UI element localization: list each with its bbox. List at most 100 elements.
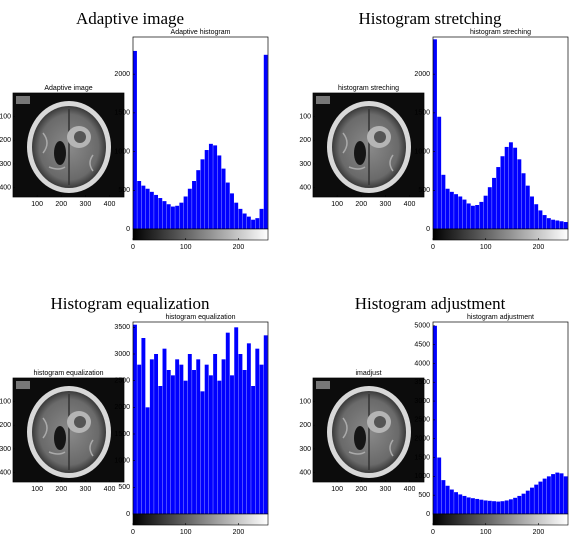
histogram-bar (560, 221, 564, 229)
histogram-bar (150, 359, 154, 514)
y-tick-label: 2500 (414, 417, 430, 424)
histogram-bar (450, 192, 454, 229)
x-tick-label: 300 (80, 201, 92, 208)
y-tick-label: 4000 (414, 360, 430, 367)
image-title: histogram equalization (33, 370, 103, 377)
x-tick-label: 100 (331, 486, 343, 493)
histogram-bar (437, 117, 441, 229)
x-tick-label: 400 (404, 486, 416, 493)
histogram-bar (154, 354, 158, 514)
x-tick-label: 200 (355, 201, 367, 208)
y-tick-label: 500 (118, 484, 130, 491)
histogram-bar (517, 496, 521, 514)
histogram-bar (163, 201, 167, 229)
histogram-bar (522, 173, 526, 229)
histogram-bar (437, 458, 441, 514)
x-tick-label: 300 (380, 486, 392, 493)
x-tick-label: 200 (233, 244, 245, 251)
y-tick-label: 400 (299, 469, 311, 476)
image-title: histogram streching (338, 85, 399, 92)
histogram-bar (146, 407, 150, 514)
histogram-bar (564, 476, 568, 514)
x-tick-label: 100 (31, 486, 43, 493)
histogram-bar (264, 335, 268, 514)
histogram-bar (171, 375, 175, 514)
y-tick-label: 200 (299, 422, 311, 429)
y-tick-label: 1500 (414, 454, 430, 461)
histogram-bar (551, 220, 555, 229)
histogram-bar (446, 486, 450, 514)
histogram-bar (488, 501, 492, 514)
histogram-bar (450, 490, 454, 514)
histogram-bar (534, 204, 538, 229)
x-tick-label: 100 (480, 244, 492, 251)
y-tick-label: 2500 (114, 378, 130, 385)
x-tick-label: 200 (355, 486, 367, 493)
histogram-bar (243, 214, 247, 229)
mri-image (313, 378, 424, 482)
histogram-bar (196, 359, 200, 514)
histogram-bar (530, 196, 534, 229)
histogram-bar (488, 187, 492, 229)
histogram-bar (509, 499, 513, 514)
y-tick-label: 2000 (114, 71, 130, 78)
x-tick-label: 200 (55, 201, 67, 208)
panel-heading: Histogram stretching (358, 9, 502, 28)
histogram-bar (467, 203, 471, 229)
image-title: imadjust (355, 370, 381, 377)
gray-scale-bar (133, 514, 268, 525)
y-tick-label: 300 (0, 446, 11, 453)
histogram-bar (192, 370, 196, 514)
histogram-bar (226, 333, 230, 514)
histogram-bar (196, 170, 200, 229)
histogram-bar (209, 375, 213, 514)
y-tick-label: 500 (118, 187, 130, 194)
y-tick-label: 0 (426, 226, 430, 233)
histogram-title: histogram adjustment (467, 314, 534, 321)
histogram-bar (513, 498, 517, 514)
y-tick-label: 200 (299, 137, 311, 144)
histogram-bar (433, 39, 437, 229)
histogram-bar (543, 479, 547, 514)
y-tick-label: 300 (299, 446, 311, 453)
panel-heading: Histogram equalization (50, 294, 210, 313)
histogram-bar (141, 338, 145, 514)
histogram-bar (137, 365, 141, 514)
histogram-bar (146, 189, 150, 229)
y-tick-label: 2000 (114, 404, 130, 411)
histogram-bar (484, 500, 488, 514)
histogram-bar (534, 485, 538, 514)
histogram-bar (551, 474, 555, 514)
y-tick-label: 400 (299, 184, 311, 191)
y-tick-label: 100 (299, 398, 311, 405)
histogram-bar (484, 196, 488, 229)
histogram-bar (133, 51, 137, 229)
histogram-bar (167, 204, 171, 229)
histogram-bar (251, 386, 255, 514)
y-tick-label: 300 (0, 161, 11, 168)
histogram-bar (530, 488, 534, 514)
histogram-bar (222, 169, 226, 229)
x-tick-label: 400 (104, 486, 116, 493)
histogram-bar (538, 482, 542, 514)
histogram-bar (255, 349, 259, 514)
histogram-bar (150, 192, 154, 229)
histogram-bar (226, 183, 230, 229)
x-tick-label: 100 (31, 201, 43, 208)
histogram-bar (496, 167, 500, 229)
y-tick-label: 0 (126, 511, 130, 518)
histogram-bar (247, 343, 251, 514)
y-tick-label: 3500 (414, 379, 430, 386)
mri-image (313, 93, 424, 197)
histogram-bar (217, 155, 221, 229)
histogram-bar (505, 147, 509, 229)
y-tick-label: 2000 (414, 71, 430, 78)
histogram-title: Adaptive histogram (171, 29, 231, 36)
y-tick-label: 1500 (414, 110, 430, 117)
histogram-title: histogram streching (470, 29, 531, 36)
histogram-bar (141, 186, 145, 229)
y-tick-label: 3500 (114, 324, 130, 331)
y-tick-label: 5000 (414, 323, 430, 330)
histogram-bar (513, 148, 517, 229)
histogram-bar (441, 480, 445, 514)
